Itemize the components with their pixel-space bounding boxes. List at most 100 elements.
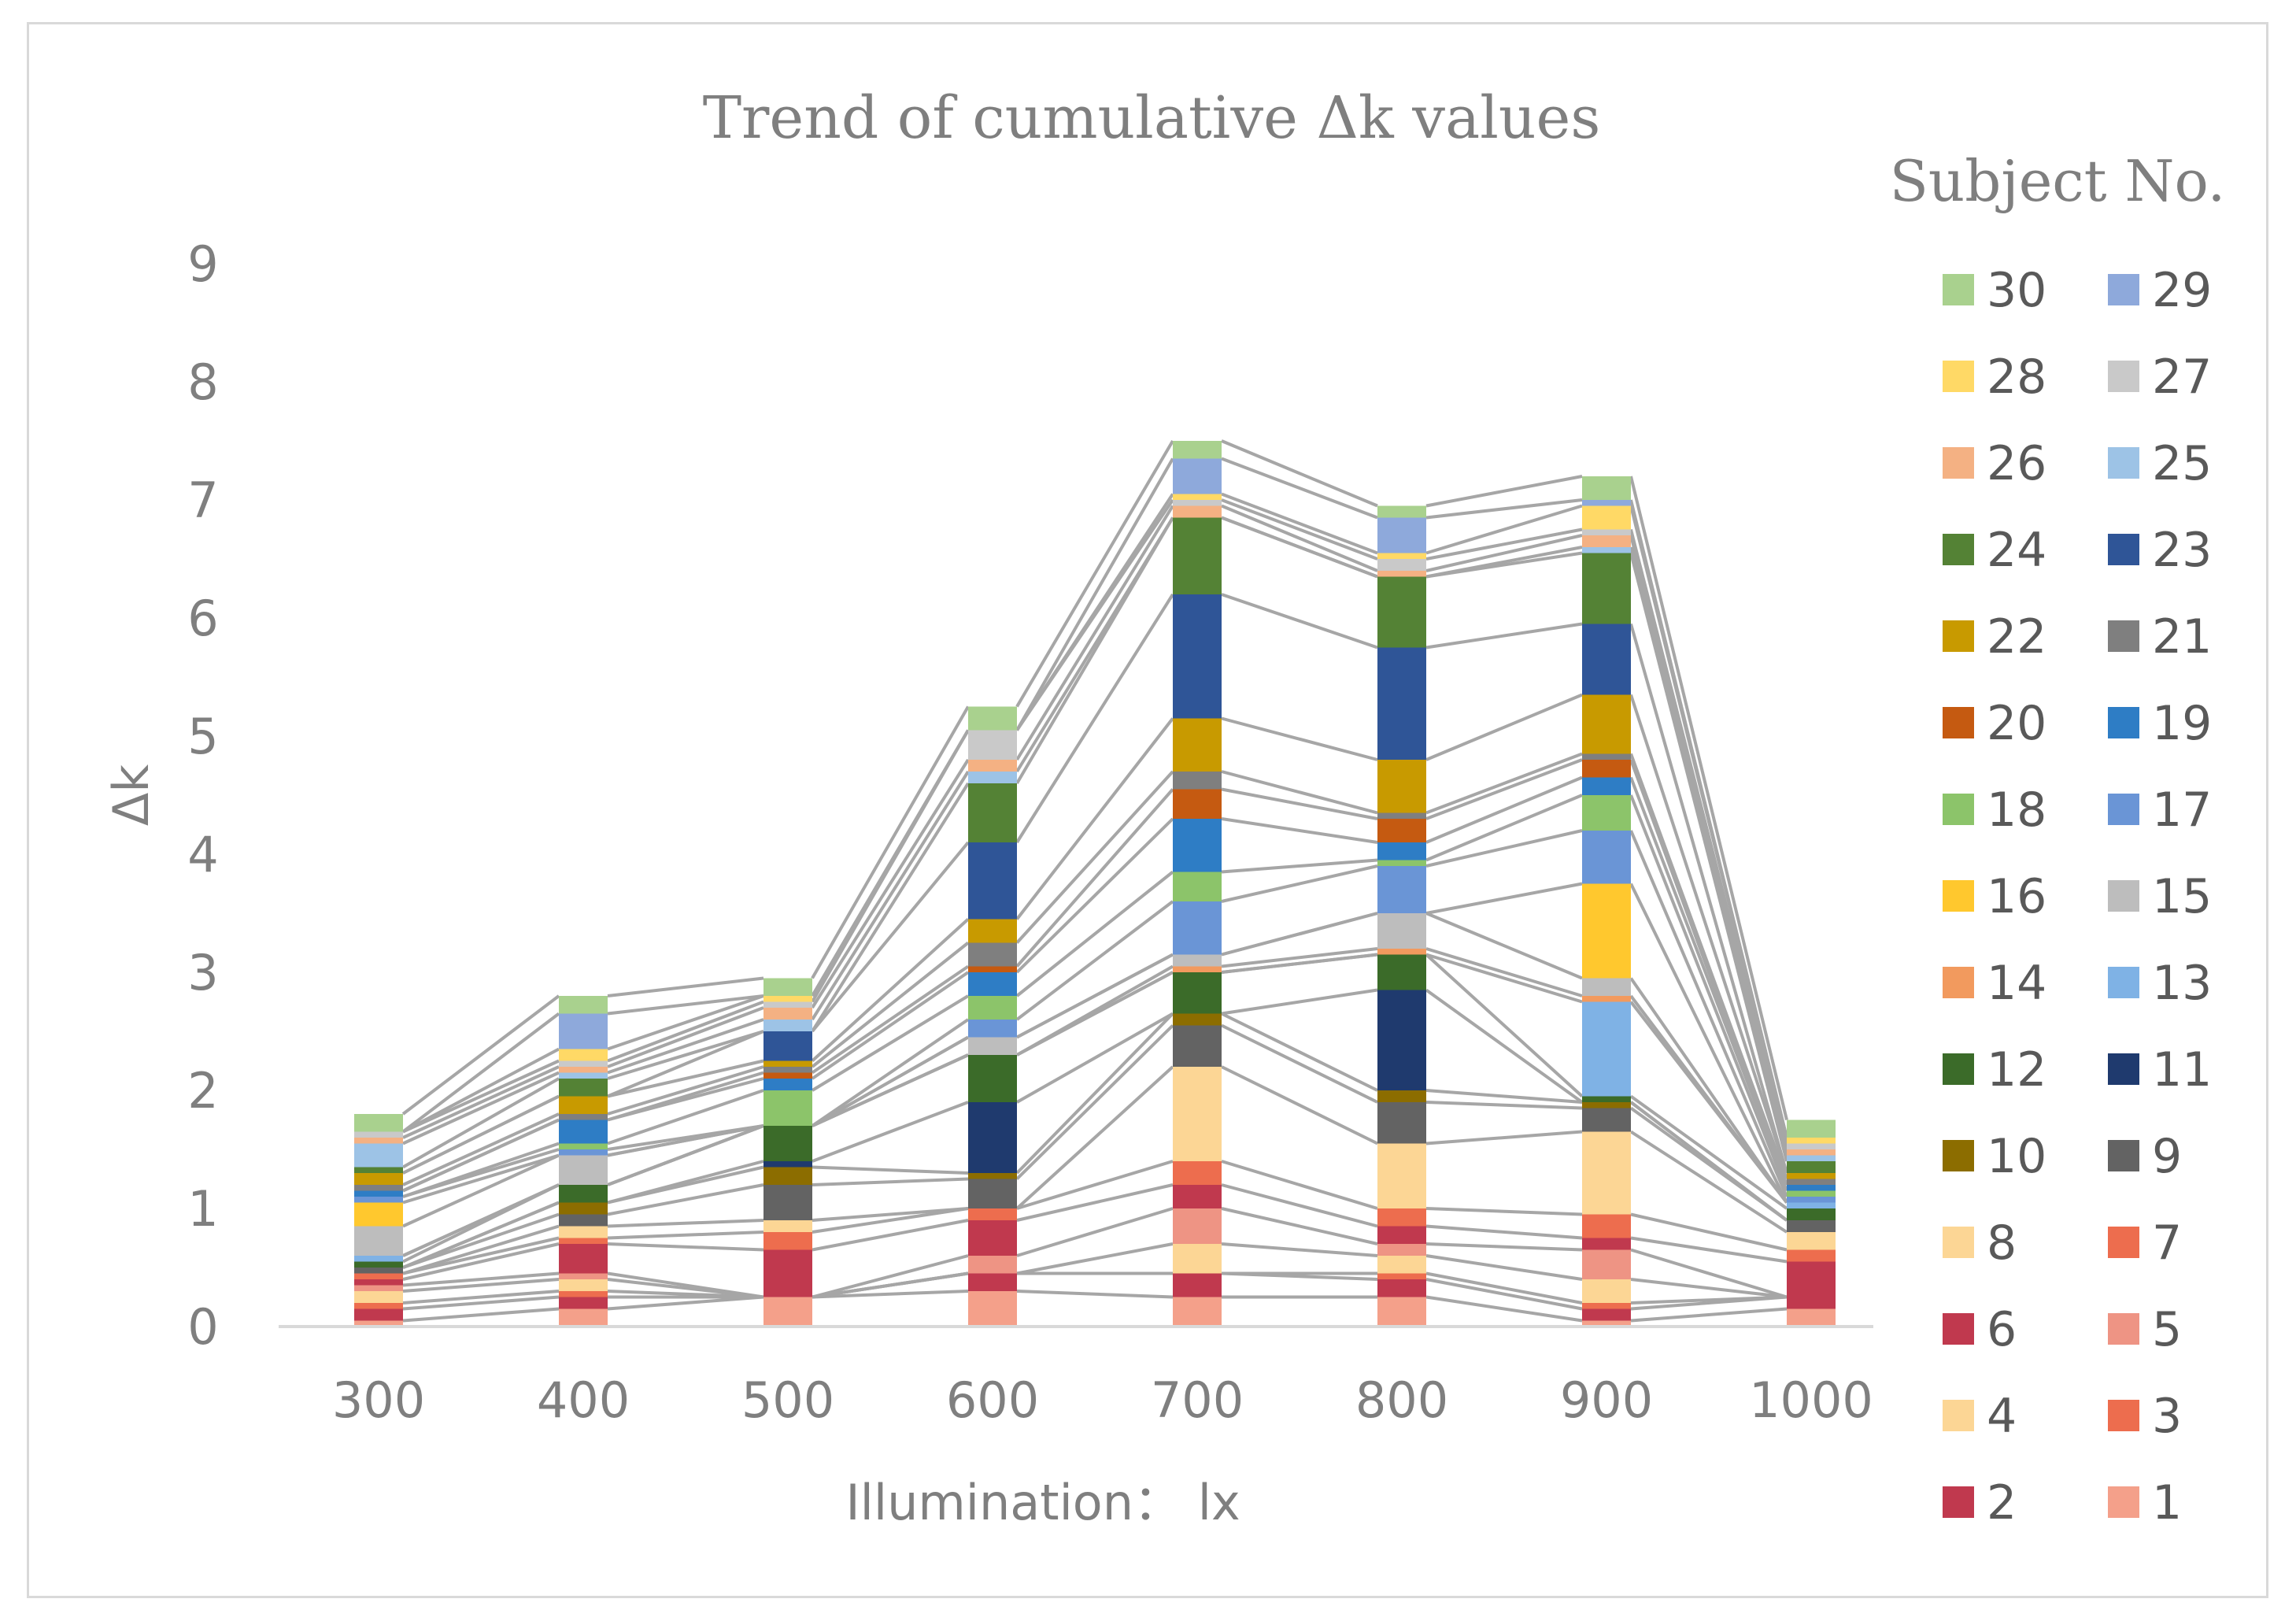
bar-segment-22-300 — [354, 1173, 403, 1185]
x-tick-label: 900 — [1560, 1371, 1653, 1429]
legend-item-5: 5 — [2108, 1302, 2182, 1357]
bar-segment-25-500 — [763, 1020, 812, 1031]
legend-label: 15 — [2152, 869, 2212, 924]
connector-line-8 — [1629, 1130, 1788, 1234]
connector-line-16 — [1221, 912, 1378, 957]
bar-segment-18-800 — [1377, 860, 1426, 866]
bar-segment-27-400 — [559, 1060, 608, 1067]
bar-segment-13-300 — [354, 1256, 403, 1262]
legend-swatch — [1943, 967, 1974, 998]
connector-line-8 — [402, 1224, 560, 1275]
legend-swatch — [2108, 794, 2139, 825]
bar-segment-11-500 — [763, 1161, 812, 1168]
legend-label: 28 — [1987, 350, 2046, 405]
connector-line-25 — [607, 1018, 764, 1075]
connector-line-18 — [1015, 870, 1174, 997]
connector-line-14 — [607, 1124, 764, 1186]
bar-segment-17-700 — [1173, 901, 1222, 955]
bar-segment-27-500 — [763, 1001, 812, 1008]
connector-line-6 — [812, 1219, 969, 1252]
legend-label: 22 — [1987, 609, 2046, 664]
bar-segment-16-300 — [354, 1202, 403, 1227]
bar-segment-5-300 — [354, 1285, 403, 1291]
legend-item-18: 18 — [1943, 783, 2046, 838]
connector-line-14 — [1629, 994, 1788, 1204]
connector-line-5 — [1425, 1242, 1583, 1252]
legend-item-1: 1 — [2108, 1475, 2182, 1530]
legend-label: 23 — [2152, 523, 2212, 578]
bar-segment-12-400 — [559, 1185, 608, 1203]
connector-line-16 — [1425, 882, 1583, 915]
bar-segment-3-800 — [1377, 1273, 1426, 1279]
bar-segment-1-500 — [763, 1297, 812, 1327]
legend-item-13: 13 — [2108, 956, 2212, 1011]
connector-line-16 — [812, 1035, 969, 1127]
legend-swatch — [2108, 1486, 2139, 1518]
bar-segment-7-700 — [1173, 1161, 1222, 1185]
legend-item-16: 16 — [1943, 869, 2046, 924]
bar-segment-12-1000 — [1787, 1208, 1836, 1220]
connector-line-4 — [1630, 1278, 1788, 1299]
legend-swatch — [1943, 1227, 1974, 1258]
bar-segment-29-400 — [559, 1013, 608, 1049]
connector-line-6 — [607, 1242, 764, 1252]
connector-line-5 — [812, 1254, 969, 1299]
connector-line-29 — [401, 1012, 560, 1134]
legend-swatch — [2108, 274, 2139, 305]
legend-label: 16 — [1987, 869, 2046, 924]
connector-line-14 — [1016, 964, 1174, 1057]
connector-line-26 — [1425, 534, 1583, 572]
bar-segment-7-900 — [1582, 1214, 1631, 1238]
bar-segment-10-500 — [763, 1167, 812, 1185]
bar-segment-1-800 — [1377, 1297, 1426, 1327]
bar-segment-18-500 — [763, 1090, 812, 1126]
bar-segment-22-600 — [968, 919, 1017, 943]
connector-line-7 — [1630, 1212, 1788, 1252]
bar-segment-4-900 — [1582, 1279, 1631, 1303]
legend-swatch — [2108, 1400, 2139, 1431]
bar-segment-25-400 — [559, 1072, 608, 1079]
connector-line-11 — [607, 1160, 764, 1205]
bar-segment-22-800 — [1377, 760, 1426, 813]
connector-line-2 — [402, 1295, 560, 1311]
connector-line-20 — [607, 1071, 764, 1122]
connector-line-11 — [1221, 988, 1378, 1016]
legend-label: 17 — [2152, 783, 2212, 838]
bar-segment-21-800 — [1377, 812, 1426, 819]
bar-segment-8-900 — [1582, 1131, 1631, 1215]
connector-line-21 — [607, 1065, 764, 1116]
legend-swatch — [2108, 1053, 2139, 1085]
connector-line-23 — [1015, 593, 1174, 844]
legend-label: 19 — [2152, 696, 2212, 751]
legend-swatch — [2108, 361, 2139, 392]
y-tick-label: 4 — [187, 826, 218, 883]
bar-segment-9-600 — [968, 1179, 1017, 1208]
bar-segment-7-400 — [559, 1238, 608, 1244]
legend-item-29: 29 — [2108, 263, 2212, 318]
legend-swatch — [2108, 1140, 2139, 1171]
bar-segment-24-800 — [1377, 576, 1426, 648]
connector-line-4 — [1016, 1242, 1174, 1275]
connector-line-16 — [1016, 953, 1174, 1039]
connector-line-25 — [1221, 516, 1378, 579]
connector-line-23 — [607, 1030, 764, 1098]
legend-label: 20 — [1987, 696, 2046, 751]
bar-segment-8-1000 — [1787, 1232, 1836, 1250]
x-tick-label: 800 — [1355, 1371, 1448, 1429]
connector-line-20 — [402, 1118, 560, 1193]
bar-segment-28-700 — [1173, 494, 1222, 500]
bar-segment-22-500 — [763, 1060, 812, 1067]
bar-segment-9-400 — [559, 1214, 608, 1227]
bar-segment-1-600 — [968, 1291, 1017, 1327]
connector-line-7 — [402, 1236, 560, 1275]
connector-line-30 — [401, 994, 560, 1116]
connector-line-12 — [1425, 953, 1584, 1097]
connector-line-18 — [1629, 794, 1788, 1192]
connector-line-5 — [402, 1271, 560, 1287]
connector-line-28 — [607, 994, 764, 1051]
bar-segment-10-800 — [1377, 1090, 1426, 1102]
legend-item-10: 10 — [1943, 1129, 2046, 1184]
connector-line-18 — [402, 1142, 560, 1198]
y-tick-label: 8 — [187, 353, 218, 411]
bar-segment-23-700 — [1173, 594, 1222, 719]
